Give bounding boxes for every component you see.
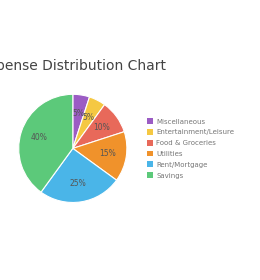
Wedge shape [73, 132, 127, 180]
Text: 25%: 25% [70, 179, 87, 188]
Text: 40%: 40% [31, 133, 48, 142]
Text: 10%: 10% [93, 123, 110, 132]
Wedge shape [41, 148, 116, 202]
Legend: Miscellaneous, Entertainment/Leisure, Food & Groceries, Utilities, Rent/Mortgage: Miscellaneous, Entertainment/Leisure, Fo… [147, 118, 234, 179]
Text: 5%: 5% [72, 109, 84, 118]
Title: Expense Distribution Chart: Expense Distribution Chart [0, 59, 166, 73]
Wedge shape [73, 97, 105, 148]
Wedge shape [73, 105, 124, 148]
Wedge shape [73, 94, 89, 148]
Text: 5%: 5% [83, 113, 95, 122]
Text: 15%: 15% [99, 150, 116, 158]
Wedge shape [19, 94, 73, 192]
